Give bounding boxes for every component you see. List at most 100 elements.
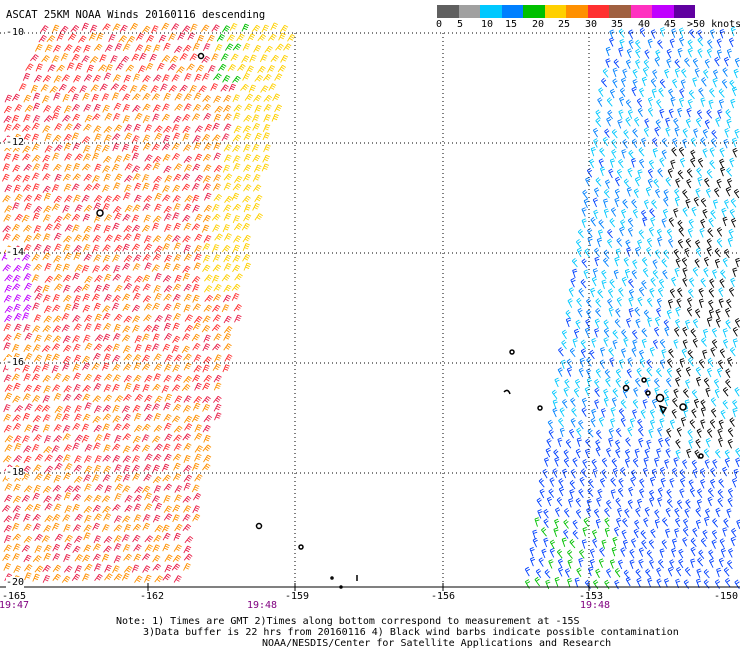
wind-barb (72, 142, 81, 151)
wind-barb (232, 264, 241, 273)
wind-barb (102, 333, 111, 342)
wind-barb (608, 427, 614, 438)
wind-barb (732, 326, 738, 337)
wind-barb (634, 448, 640, 458)
wind-barb (711, 539, 717, 549)
wind-barb (111, 302, 120, 311)
wind-barb (628, 307, 634, 318)
wind-barb (614, 526, 620, 537)
wind-barb (123, 553, 132, 561)
wind-barb (172, 235, 181, 243)
wind-barb (142, 522, 151, 531)
wind-barb (703, 377, 710, 387)
wind-barb (709, 159, 716, 170)
wind-barb (259, 54, 268, 63)
wind-barb (677, 169, 684, 180)
wind-barb (236, 33, 245, 42)
wind-barb (3, 524, 12, 533)
wind-barb (651, 199, 658, 209)
wind-barb (710, 478, 716, 489)
wind-barb (722, 257, 728, 268)
wind-barb (700, 537, 707, 548)
wind-barb (221, 25, 231, 33)
wind-barb (629, 548, 635, 559)
wind-barb (83, 524, 92, 532)
wind-barb (168, 33, 176, 41)
wind-barb (596, 237, 602, 248)
wind-barb (639, 349, 645, 360)
wind-barb (84, 465, 93, 474)
wind-barb (603, 257, 609, 267)
wind-barb (52, 152, 60, 161)
wind-barb (201, 24, 210, 32)
wind-barb (262, 132, 270, 141)
wind-barb (617, 559, 624, 570)
wind-barb (612, 329, 619, 339)
wind-barb (608, 347, 615, 357)
wind-barb (685, 499, 691, 509)
wind-barb (724, 127, 730, 138)
wind-barb (91, 293, 100, 302)
wind-barb (706, 238, 712, 248)
wind-barb (730, 98, 736, 109)
wind-barb (123, 254, 133, 263)
wind-barb (83, 334, 91, 343)
wind-barb (91, 113, 101, 121)
wind-barb (639, 27, 646, 37)
wind-barb (3, 404, 11, 413)
wind-barb (189, 84, 197, 93)
wind-barb (92, 175, 100, 183)
wind-barb (724, 449, 730, 459)
wind-barb (113, 124, 123, 132)
wind-barb (103, 353, 111, 362)
wind-barb (63, 294, 72, 302)
wind-barb (93, 513, 102, 521)
wind-barb (601, 539, 607, 549)
wind-barb (614, 568, 621, 578)
wind-barb (548, 559, 554, 569)
wind-barb (131, 564, 140, 573)
wind-barb (121, 405, 131, 413)
wind-barb (691, 206, 697, 217)
wind-barb (54, 144, 63, 152)
wind-barb (163, 414, 172, 422)
wind-barb (4, 184, 13, 193)
wind-barb (602, 68, 609, 78)
wind-barb (657, 427, 663, 437)
wind-barb (101, 264, 111, 272)
wind-barb (154, 395, 163, 404)
wind-barb (650, 277, 656, 287)
wind-barb (252, 202, 260, 211)
wind-barb (592, 529, 598, 540)
wind-barb (659, 78, 666, 89)
wind-barb (583, 198, 589, 209)
wind-barb (554, 576, 560, 587)
wind-barb (248, 84, 257, 93)
wind-barb (111, 133, 121, 141)
wind-barb (32, 302, 40, 311)
wind-barb (163, 125, 172, 133)
wind-barb (142, 333, 150, 342)
wind-barb (61, 74, 70, 82)
wind-barb (661, 539, 668, 549)
wind-barb (154, 245, 163, 253)
wind-barb (223, 326, 233, 334)
wind-barb (631, 86, 637, 97)
wind-barb (270, 54, 279, 62)
wind-barb (728, 548, 734, 558)
wind-barb (223, 104, 232, 113)
wind-barb (181, 384, 191, 392)
wind-barb (163, 374, 172, 383)
wind-barb (53, 315, 62, 323)
wind-barb (143, 473, 152, 482)
wind-barb (554, 377, 560, 388)
wind-barb (184, 324, 193, 333)
wind-barb (153, 44, 161, 53)
wind-barb (4, 444, 13, 452)
wind-barb (634, 306, 641, 317)
wind-barb (674, 188, 680, 198)
wind-barb (67, 33, 77, 41)
wind-barb (193, 493, 202, 501)
wind-barb (721, 79, 728, 89)
wind-barb (144, 154, 153, 162)
